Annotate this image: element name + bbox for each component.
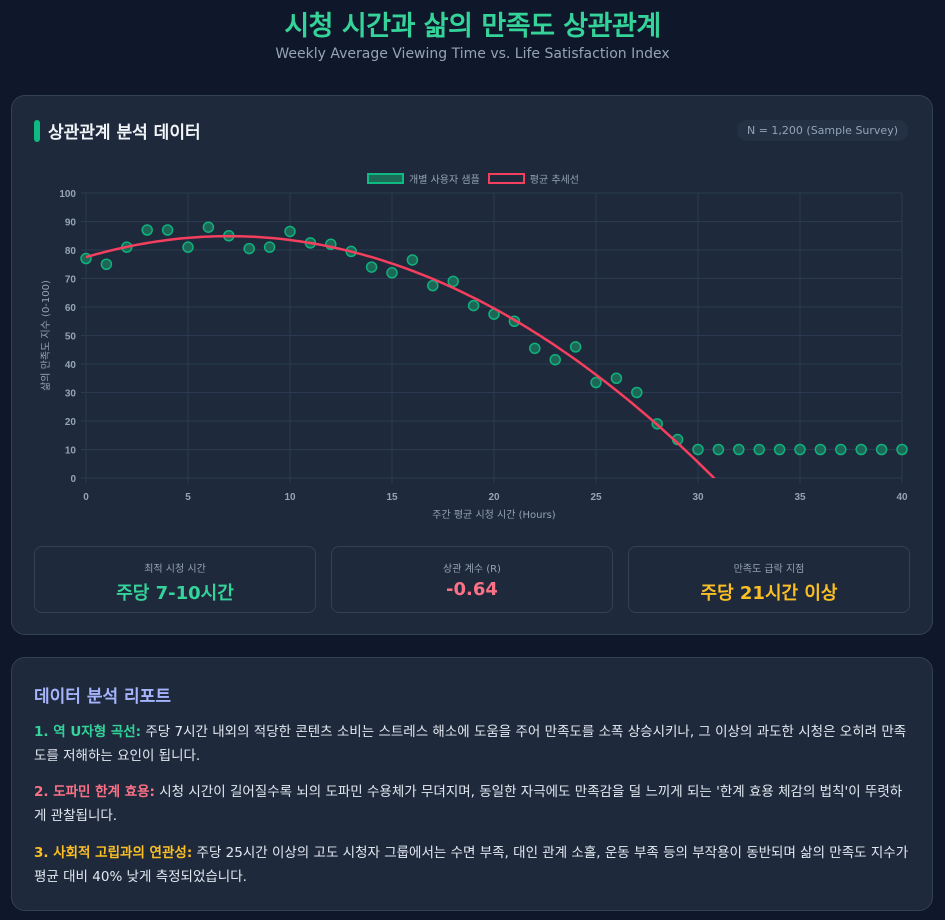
sample-size-badge: N = 1,200 (Sample Survey) (736, 120, 908, 141)
stat-label: 상관 계수 (R) (443, 564, 501, 575)
legend-label-scatter: 개별 사용자 샘플 (409, 175, 480, 186)
report-item-1: 1. 역 U자형 곡선: 주당 7시간 내외의 적당한 콘텐츠 소비는 스트레스… (34, 720, 909, 768)
data-point (467, 299, 480, 312)
y-tick-label: 90 (65, 218, 77, 229)
accent-bar (34, 119, 40, 142)
data-point (386, 267, 398, 279)
data-point (100, 258, 113, 270)
chart-card: 상관관계 분석 데이터 N = 1,200 (Sample Survey) 개별… (11, 95, 933, 635)
data-point (141, 224, 153, 236)
data-point (875, 443, 888, 456)
report-item-text: 시청 시간이 길어질수록 뇌의 도파민 수용체가 무뎌지며, 동일한 자극에도 … (34, 784, 903, 824)
data-point (406, 254, 419, 266)
data-point (733, 443, 745, 456)
chart-card-title: 상관관계 분석 데이터 (48, 123, 201, 143)
report-item-lead: 3. 사회적 고립과의 연관성: (34, 845, 193, 861)
report-item-text: 주당 7시간 내외의 적당한 콘텐츠 소비는 스트레스 해소에 도움을 주어 만… (34, 724, 907, 764)
data-point (427, 279, 439, 292)
data-point (610, 372, 623, 384)
data-point (365, 261, 378, 273)
report-item-lead: 1. 역 U자형 곡선: (34, 724, 142, 740)
data-point (447, 275, 459, 288)
stat-value: 주당 7-10시간 (116, 583, 234, 604)
stat-optimal-time: 최적 시청 시간 주당 7-10시간 (34, 546, 316, 613)
data-point (590, 376, 602, 389)
report-item-lead: 2. 도파민 한계 효용: (34, 784, 155, 800)
data-point (794, 443, 806, 456)
x-tick-label: 10 (284, 492, 296, 503)
scatter-chart: 0 10 20 30 40 50 60 70 80 90 100 0 5 10 15 20 25 30 35 40 주간… (40, 189, 908, 521)
trendline-swatch-icon (487, 173, 525, 184)
report-title: 데이터 분석 리포트 (34, 687, 171, 707)
page-title: 시청 시간과 삶의 만족도 상관관계 (284, 11, 661, 42)
data-point (814, 443, 827, 456)
report-card: 데이터 분석 리포트 1. 역 U자형 곡선: 주당 7시간 내외의 적당한 콘… (11, 657, 933, 911)
y-axis-title: 삶의 만족도 지수 (0-100) (40, 280, 52, 391)
data-point (773, 443, 786, 456)
x-tick-label: 25 (590, 492, 602, 503)
stat-label: 최적 시청 시간 (144, 564, 206, 575)
y-tick-label: 70 (65, 275, 77, 286)
stat-correlation: 상관 계수 (R) -0.64 (331, 546, 613, 613)
x-tick-label: 40 (896, 492, 908, 503)
legend-item-trend[interactable]: 평균 추세선 (487, 171, 579, 186)
x-tick-label: 20 (488, 492, 500, 503)
y-tick-label: 20 (65, 417, 77, 428)
data-point (549, 353, 561, 366)
data-point (569, 341, 582, 353)
data-point (529, 342, 541, 355)
stat-value: 주당 21시간 이상 (700, 583, 838, 604)
legend-label-trend: 평균 추세선 (529, 175, 579, 186)
stat-label: 만족도 급락 지점 (733, 564, 805, 575)
y-tick-label: 10 (65, 446, 77, 457)
y-tick-label: 50 (65, 332, 77, 343)
x-tick-label: 5 (185, 492, 191, 503)
report-item-3: 3. 사회적 고립과의 연관성: 주당 25시간 이상의 고도 시청자 그룹에서… (34, 841, 909, 889)
data-point (263, 241, 276, 253)
stat-value: -0.64 (446, 579, 498, 600)
y-tick-label: 80 (65, 246, 77, 257)
x-axis-title: 주간 평균 시청 시간 (Hours) (432, 509, 556, 521)
data-point (202, 221, 215, 233)
y-tick-label: 60 (65, 303, 77, 314)
data-point (896, 443, 908, 456)
data-point (161, 224, 174, 236)
x-tick-label: 35 (794, 492, 806, 503)
data-point (692, 443, 704, 456)
report-item-2: 2. 도파민 한계 효용: 시청 시간이 길어질수록 뇌의 도파민 수용체가 무… (34, 780, 909, 828)
y-tick-label: 40 (65, 360, 77, 371)
data-point (243, 242, 255, 255)
x-tick-label: 30 (692, 492, 704, 503)
y-tick-label: 100 (59, 189, 76, 200)
report-item-text: 주당 25시간 이상의 고도 시청자 그룹에서는 수면 부족, 대인 관계 소홀… (34, 845, 909, 885)
data-point (855, 443, 867, 456)
data-point (631, 386, 643, 399)
y-tick-label: 0 (70, 474, 76, 485)
chart-legend: 개별 사용자 샘플 평균 추세선 (12, 171, 934, 186)
trend-line (86, 234, 716, 478)
page-subtitle: Weekly Average Viewing Time vs. Life Sat… (275, 46, 670, 62)
y-tick-label: 30 (65, 389, 77, 400)
data-point (284, 225, 296, 238)
stat-drop-point: 만족도 급락 지점 주당 21시간 이상 (628, 546, 910, 613)
data-point (753, 443, 765, 456)
data-point (835, 443, 847, 456)
chart-card-header: 상관관계 분석 데이터 (34, 118, 201, 143)
x-tick-label: 15 (386, 492, 398, 503)
data-point (182, 241, 194, 253)
x-tick-label: 0 (83, 492, 89, 503)
scatter-swatch-icon (367, 173, 405, 184)
legend-item-scatter[interactable]: 개별 사용자 샘플 (367, 171, 480, 186)
data-point (712, 443, 725, 456)
